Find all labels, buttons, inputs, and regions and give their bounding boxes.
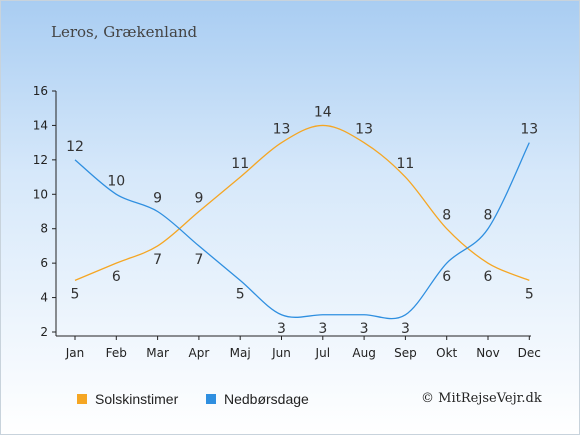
y-tick-label: 4 [40, 291, 48, 305]
data-label-rain-days: 3 [277, 321, 286, 337]
data-label-sunshine: 6 [484, 269, 493, 285]
data-label-rain-days: 3 [360, 321, 369, 337]
data-label-rain-days: 12 [66, 139, 84, 155]
data-label-sunshine: 6 [112, 269, 121, 285]
data-label-rain-days: 9 [153, 191, 162, 207]
credit-text: © MitRejseVejr.dk [421, 391, 542, 406]
legend-item-nedborsdage: Nedbørsdage [206, 391, 309, 407]
legend-label-solskinstimer: Solskinstimer [95, 391, 179, 407]
legend-item-solskinstimer: Solskinstimer [77, 391, 178, 407]
data-label-sunshine: 13 [273, 122, 291, 138]
x-tick-label: Dec [518, 346, 541, 360]
legend-swatch-orange [77, 394, 87, 404]
y-tick-label: 2 [40, 325, 48, 339]
x-tick-label: Jun [271, 346, 291, 360]
y-tick-label: 14 [33, 118, 48, 132]
data-label-sunshine: 5 [71, 286, 80, 302]
data-label-rain-days: 3 [318, 321, 327, 337]
x-tick-label: Sep [394, 346, 417, 360]
data-label-sunshine: 9 [194, 191, 203, 207]
data-label-sunshine: 5 [525, 286, 534, 302]
y-tick-label: 6 [40, 256, 48, 270]
x-tick-label: Aug [352, 346, 375, 360]
x-tick-label: Jan [65, 346, 85, 360]
data-label-rain-days: 10 [107, 173, 125, 189]
x-tick-label: Apr [189, 346, 210, 360]
y-tick-label: 10 [33, 187, 48, 201]
data-label-rain-days: 5 [236, 286, 245, 302]
series-line-rain-days [74, 142, 530, 320]
data-label-sunshine: 7 [153, 252, 162, 268]
data-label-rain-days: 6 [442, 269, 451, 285]
legend-swatch-blue [206, 394, 216, 404]
series-line-sunshine [74, 124, 530, 281]
y-tick-label: 12 [33, 153, 48, 167]
data-label-rain-days: 3 [401, 321, 410, 337]
y-tick-label: 8 [40, 222, 48, 236]
data-label-sunshine: 8 [442, 208, 451, 224]
data-label-sunshine: 11 [231, 156, 249, 172]
y-tick-label: 16 [33, 84, 48, 98]
legend-label-nedborsdage: Nedbørsdage [224, 391, 309, 407]
x-tick-label: Jul [315, 346, 330, 360]
x-tick-label: Maj [230, 346, 251, 360]
x-tick-label: Mar [146, 346, 169, 360]
chart-title: Leros, Grækenland [51, 23, 198, 41]
x-tick-label: Nov [476, 346, 499, 360]
data-label-sunshine: 11 [396, 156, 414, 172]
data-label-rain-days: 8 [484, 208, 493, 224]
data-label-rain-days: 7 [194, 252, 203, 268]
x-tick-label: Feb [106, 346, 127, 360]
data-label-sunshine: 13 [355, 122, 373, 138]
data-label-rain-days: 13 [520, 122, 538, 138]
data-label-sunshine: 14 [314, 104, 332, 120]
x-tick-label: Okt [436, 346, 457, 360]
